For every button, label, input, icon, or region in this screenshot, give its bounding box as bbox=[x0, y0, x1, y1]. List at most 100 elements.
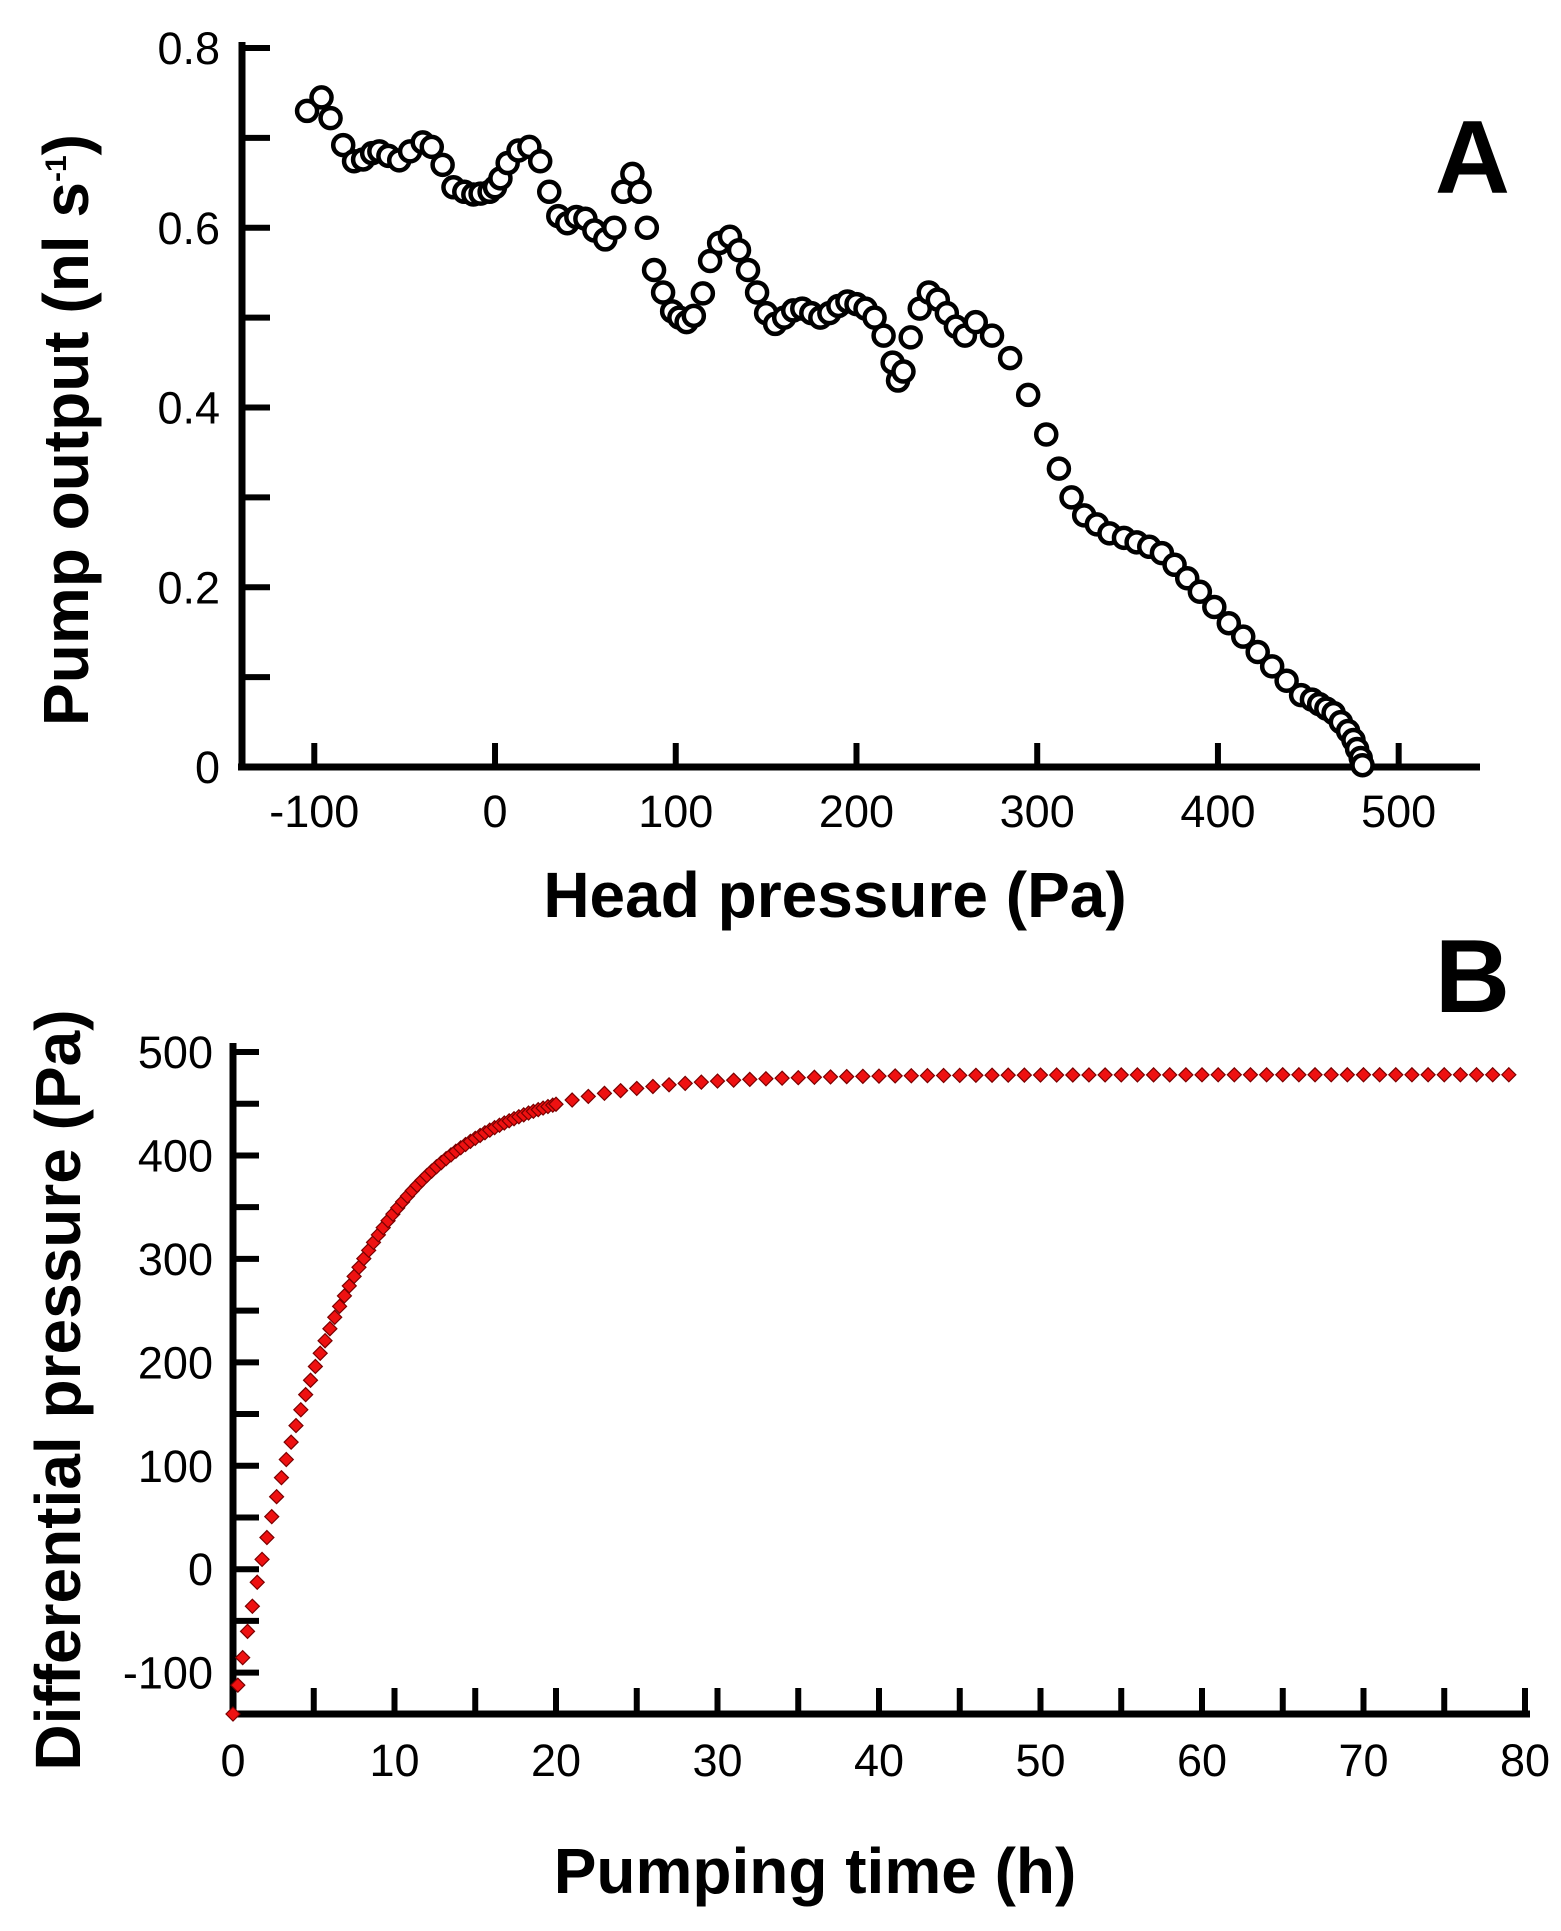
panel-b-data-point bbox=[984, 1067, 1000, 1084]
panel-a-data-point bbox=[891, 359, 916, 384]
panel-b-data-point bbox=[1032, 1067, 1049, 1083]
panel-a-data-point bbox=[1187, 579, 1213, 604]
panel-b-data-point bbox=[1064, 1067, 1081, 1083]
panel-a-y-tick-labels: 0 0.2 0.4 0.6 0.8 bbox=[157, 23, 220, 793]
panel-b-data-point bbox=[239, 1623, 256, 1640]
panel-b-data-point bbox=[1307, 1066, 1323, 1083]
panel-a-data-point bbox=[1245, 639, 1270, 665]
panel-a-data-point bbox=[602, 215, 627, 240]
panel-a-y-title-superscript: -1 bbox=[40, 155, 73, 182]
panel-b-data-point bbox=[1210, 1066, 1226, 1083]
panel-b-data-point bbox=[564, 1092, 580, 1108]
panel-a-data-point bbox=[1216, 610, 1242, 636]
panel-b-y-tick-label: 0 bbox=[188, 1544, 213, 1595]
panel-b-data-point bbox=[1404, 1066, 1420, 1083]
panel-b-data-point bbox=[774, 1070, 790, 1087]
panel-b-data-point bbox=[1226, 1066, 1243, 1083]
panel-b-data-point bbox=[1113, 1067, 1130, 1083]
panel-b-data-point bbox=[1145, 1067, 1162, 1083]
panel-b-data-point bbox=[806, 1069, 823, 1086]
panel-a-data-point bbox=[536, 179, 562, 205]
panel-a-label: A bbox=[1435, 100, 1510, 216]
panel-b-x-tick-label: 20 bbox=[531, 1735, 581, 1786]
panel-b-label: B bbox=[1435, 919, 1510, 1035]
panel-b-x-tick-label: 10 bbox=[369, 1735, 419, 1786]
panel-a-data-point bbox=[309, 85, 334, 110]
panel-b-x-tick-label: 50 bbox=[1015, 1735, 1065, 1786]
panel-b-data-point bbox=[312, 1345, 329, 1362]
panel-a-x-tick-label: 0 bbox=[483, 786, 508, 837]
panel-a-x-tick-labels: -100 0 100 200 300 400 500 bbox=[269, 786, 1436, 837]
panel-b-data-point bbox=[1436, 1066, 1453, 1083]
panel-b-data-point bbox=[919, 1067, 936, 1084]
panel-a-x-tick-label: 400 bbox=[1180, 786, 1255, 837]
panel-b-data-point bbox=[1194, 1066, 1210, 1083]
panel-a-data-point bbox=[744, 280, 770, 305]
panel-a-data-point bbox=[1033, 422, 1059, 447]
panel-b-y-tick-label: 500 bbox=[138, 1027, 213, 1078]
panel-b-data-point bbox=[322, 1320, 338, 1337]
panel-a-data-point bbox=[650, 280, 676, 305]
panel-b-data-point bbox=[278, 1451, 295, 1468]
panel-a-y-tick-label: 0.6 bbox=[157, 203, 220, 254]
panel-b-data-point bbox=[268, 1488, 285, 1505]
panel-b-data-point bbox=[292, 1401, 309, 1418]
panel-b-y-tick-label: 100 bbox=[138, 1441, 213, 1492]
panel-a-y-title-main: Pump output (nl s bbox=[30, 182, 102, 726]
panel-b-data-point bbox=[1274, 1066, 1291, 1083]
panel-b-data-point bbox=[1452, 1066, 1469, 1083]
panel-b-data-point bbox=[935, 1067, 952, 1084]
panel-b-data-point bbox=[628, 1080, 645, 1097]
panel-b-x-ticks bbox=[230, 1688, 1528, 1714]
panel-a-data-point bbox=[1059, 485, 1084, 510]
panel-b-data-point bbox=[331, 1298, 348, 1315]
panel-b-data-point bbox=[234, 1649, 251, 1666]
panel-a-data-point bbox=[1350, 752, 1375, 778]
panel-a-data-point bbox=[690, 281, 716, 306]
panel-b-data-point bbox=[871, 1068, 887, 1084]
panel-a-x-axis-title: Head pressure (Pa) bbox=[543, 859, 1126, 931]
panel-b-data-point bbox=[1097, 1067, 1113, 1083]
panel-b-data-point bbox=[677, 1075, 694, 1092]
panel-b-data-point bbox=[1161, 1066, 1178, 1083]
panel-a-data-point bbox=[1202, 594, 1227, 620]
panel-b-data-point bbox=[1355, 1066, 1372, 1083]
panel-b-y-axis-title: Differential pressure (Pa) bbox=[22, 1009, 94, 1770]
panel-b-data-point bbox=[1339, 1066, 1356, 1083]
panel-a-y-title-close: ) bbox=[30, 134, 102, 155]
panel-a-data-point bbox=[527, 148, 553, 174]
panel-a-data-point bbox=[1259, 654, 1285, 679]
panel-a-y-tick-label: 0.8 bbox=[157, 23, 220, 74]
panel-b-data-point bbox=[1081, 1067, 1097, 1083]
panel-b-data-point bbox=[968, 1067, 984, 1084]
panel-b-data-point bbox=[855, 1068, 871, 1085]
panel-a-data-point bbox=[627, 179, 652, 205]
panel-b-data-point bbox=[244, 1598, 261, 1615]
panel-b-y-tick-label: 300 bbox=[138, 1234, 213, 1285]
panel-b-y-ticks bbox=[233, 1049, 259, 1676]
panel-a-data-point bbox=[1046, 456, 1072, 481]
panel-a-data-point bbox=[735, 257, 761, 283]
panel-b-data-point bbox=[317, 1332, 333, 1349]
panel-b-data-point bbox=[548, 1096, 564, 1113]
panel-b-data-point bbox=[283, 1434, 299, 1450]
panel-b-x-tick-label: 30 bbox=[692, 1735, 742, 1786]
panel-b-data-point bbox=[1484, 1066, 1501, 1083]
panel-b-x-tick-label: 70 bbox=[1338, 1735, 1388, 1786]
panel-b-data-point bbox=[1371, 1066, 1388, 1083]
panel-b-data-point bbox=[580, 1088, 597, 1105]
panel-b-data-point bbox=[822, 1069, 839, 1085]
panel-b-data-point bbox=[1000, 1067, 1017, 1083]
panel-b-data-point bbox=[1387, 1066, 1404, 1083]
panel-b-data-point bbox=[1258, 1066, 1275, 1083]
panel-a-data-point bbox=[318, 105, 343, 131]
panel-b-data-point bbox=[709, 1073, 726, 1089]
panel-b-x-tick-labels: 0 10 20 30 40 50 60 70 80 bbox=[220, 1735, 1550, 1786]
panel-b-data-point bbox=[1420, 1066, 1436, 1083]
panel-a-y-tick-label: 0.2 bbox=[157, 562, 220, 613]
panel-a-x-tick-label: 500 bbox=[1361, 786, 1436, 837]
panel-b-data-point bbox=[693, 1074, 710, 1090]
panel-b-data-point bbox=[1048, 1067, 1065, 1083]
panel-b-data-point bbox=[596, 1085, 613, 1102]
panel-b-data-point bbox=[790, 1069, 807, 1086]
